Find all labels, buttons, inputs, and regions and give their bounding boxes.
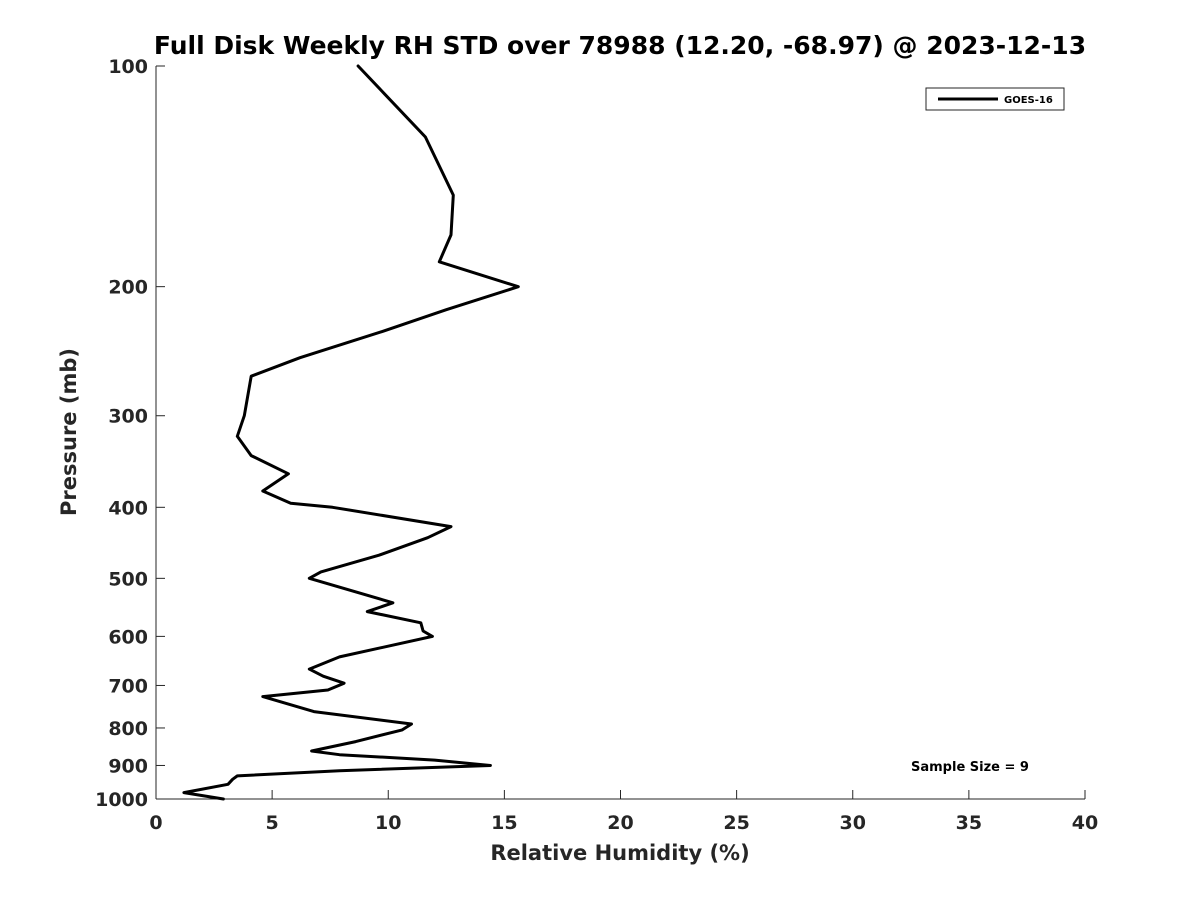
x-tick-label: 15 [491, 812, 517, 834]
chart-title: Full Disk Weekly RH STD over 78988 (12.2… [154, 31, 1086, 60]
x-axis-label: Relative Humidity (%) [490, 841, 749, 865]
sample-size-annotation: Sample Size = 9 [911, 760, 1029, 775]
x-tick-label: 20 [607, 812, 633, 834]
y-tick-label: 300 [108, 406, 148, 428]
y-axis-label: Pressure (mb) [57, 348, 81, 516]
plot-area [156, 66, 1085, 799]
x-tick-label: 0 [149, 812, 162, 834]
series-layer [182, 64, 520, 801]
y-tick-label: 700 [108, 675, 148, 697]
y-tick-label: 600 [108, 626, 148, 648]
y-tick-label: 1000 [95, 789, 148, 811]
x-tick-label: 10 [375, 812, 401, 834]
x-tick-label: 35 [956, 812, 982, 834]
x-tick-label: 25 [723, 812, 749, 834]
x-tick-label: 5 [266, 812, 279, 834]
x-tick-label: 30 [840, 812, 866, 834]
legend: GOES-16 [925, 87, 1065, 111]
x-tick-label: 40 [1072, 812, 1098, 834]
y-axis: 100 200 300 400 500 600 700 800 900 1000 [95, 56, 165, 811]
x-axis: 0 5 10 15 20 25 30 35 40 [149, 790, 1098, 834]
series-line-goes-16 [182, 64, 520, 801]
legend-label-goes-16: GOES-16 [1004, 95, 1053, 106]
y-tick-label: 100 [108, 56, 148, 78]
y-tick-label: 400 [108, 497, 148, 519]
y-tick-label: 900 [108, 755, 148, 777]
y-tick-label: 800 [108, 718, 148, 740]
y-tick-label: 500 [108, 568, 148, 590]
y-tick-label: 200 [108, 277, 148, 299]
